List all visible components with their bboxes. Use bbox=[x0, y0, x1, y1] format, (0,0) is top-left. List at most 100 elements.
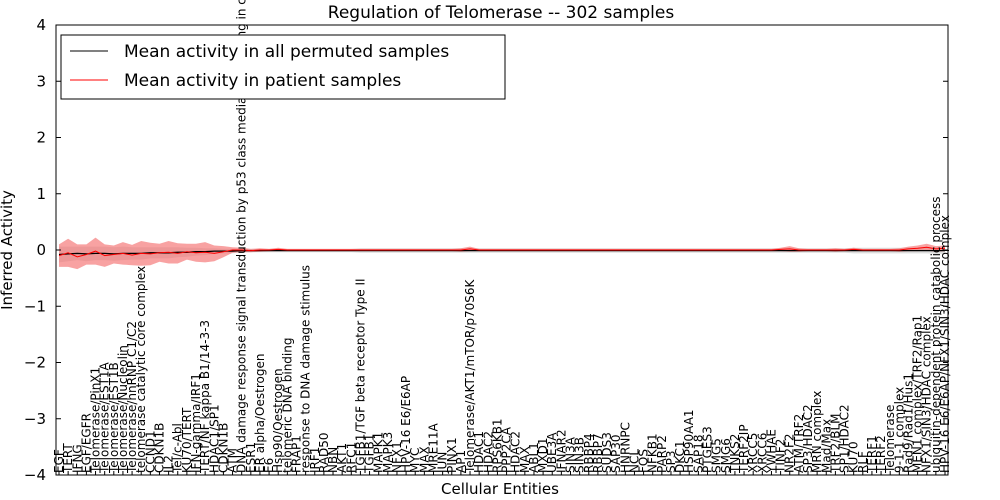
x-tick-label: DKC1 bbox=[673, 441, 687, 473]
x-tick-label: UBE3A bbox=[545, 432, 559, 473]
x-tick-label: MRE11A bbox=[427, 422, 441, 473]
x-tick-label: PINX1 bbox=[445, 437, 459, 473]
x-tick-label: RBBP7 bbox=[591, 433, 605, 473]
x-tick-label: TINF2 bbox=[774, 439, 788, 474]
legend-label-permuted: Mean activity in all permuted samples bbox=[124, 42, 449, 62]
x-tick-label: IFN-gamma/IRF1 bbox=[189, 373, 203, 473]
x-tick-label: HDAC2 bbox=[481, 431, 495, 473]
x-tick-label: MRN complex bbox=[810, 391, 824, 473]
x-tick-label: AP1 bbox=[454, 450, 468, 473]
x-tick-label: SMG5 bbox=[710, 438, 724, 473]
x-tick-label: SAP30 bbox=[609, 434, 623, 473]
x-tick-label: Telomerase bbox=[883, 405, 897, 474]
x-tick-label: RBBP4 bbox=[582, 433, 596, 473]
x-tick-label: NCL bbox=[627, 449, 641, 473]
x-tick-label: HPV-16 E6/E6AP bbox=[399, 376, 413, 473]
y-axis: 4 3 2 1 0 −1 −2 −3 −4 bbox=[24, 16, 948, 484]
x-tick-label: Tel/c-Abl bbox=[171, 423, 185, 474]
x-tick-label: Telomerase/Nucleolin bbox=[116, 345, 130, 474]
x-tick-label: HDAC2 bbox=[509, 431, 523, 473]
y-tick-label: 2 bbox=[36, 129, 46, 147]
y-axis-title: Inferred Activity bbox=[0, 190, 16, 310]
x-tick-label: 9-1-1 complex bbox=[892, 387, 906, 473]
x-tick-label: Mad/Max bbox=[819, 419, 833, 473]
x-tick-label: Telomerase/PinX1 bbox=[89, 367, 103, 474]
y-tick-label: −1 bbox=[24, 297, 46, 315]
y-tick-label: 4 bbox=[36, 16, 46, 34]
x-tick-label: IL2 bbox=[162, 455, 176, 473]
x-tick-label: TERT/NF kappa B1/14-3-3 bbox=[198, 320, 212, 474]
x-tick-label: TERF1 bbox=[865, 435, 879, 474]
y-tick-label: 3 bbox=[36, 72, 46, 90]
plot-area bbox=[58, 237, 946, 270]
x-tick-label: HDAC1/SP1 bbox=[207, 404, 221, 473]
x-tick-label: RFC1 bbox=[344, 442, 358, 473]
y-tick-label: 0 bbox=[36, 241, 46, 259]
x-tick-label: ABL1 bbox=[527, 442, 541, 473]
x-tick-label: SAP18 bbox=[691, 434, 705, 473]
x-tick-label: HPV-16 E6/E6AP/NFX1/SIN3/HDAC complex bbox=[938, 215, 952, 473]
x-tick-label: NFX1 bbox=[390, 441, 404, 473]
x-tick-label: PPP2CA bbox=[500, 426, 514, 473]
x-tick-label: SP3 bbox=[664, 451, 678, 474]
line-series-1 bbox=[58, 246, 946, 258]
x-tick-label: MYC bbox=[408, 448, 422, 473]
x-tick-label: MAPK3 bbox=[381, 432, 395, 473]
x-tick-label: TERF2 bbox=[874, 435, 888, 474]
y-tick-label: 1 bbox=[36, 185, 46, 203]
x-tick-label: EGF/EGFR bbox=[79, 413, 93, 473]
x-tick-label: response to DNA damage stimulus bbox=[299, 265, 313, 473]
x-tick-label: E6 bbox=[262, 458, 276, 473]
x-tick-label: Telomerase/EST1A bbox=[98, 361, 112, 474]
y-tick-label: −2 bbox=[24, 354, 46, 372]
entity-labels: EGFTERTIFNGEGF/EGFRTelomerase/PinX1Telom… bbox=[52, 0, 952, 475]
x-tick-label: SIN3B bbox=[573, 437, 587, 473]
x-tick-label: SP3/HDAC2 bbox=[801, 404, 815, 473]
x-tick-label: PTGES3 bbox=[701, 426, 715, 473]
x-tick-label: MEN1 complex/TRF2/Rap1 bbox=[911, 315, 925, 473]
x-tick-label: MAX bbox=[518, 446, 532, 473]
x-tick-label: SUDS3 bbox=[600, 432, 614, 473]
x-tick-label: ER alpha/Oestrogen bbox=[253, 354, 267, 473]
x-tick-label: TERF2IP bbox=[737, 424, 751, 474]
x-tick-label: MXD1 bbox=[536, 438, 550, 473]
x-tick-label: TRF2/BLM bbox=[828, 413, 842, 474]
x-tick-label: JUN bbox=[436, 452, 450, 474]
x-tick-label: ATM bbox=[226, 448, 240, 473]
legend: Mean activity in all permuted samples Me… bbox=[60, 34, 506, 100]
x-tick-label: KU70/TERT bbox=[180, 407, 194, 473]
x-tick-label: KU70 bbox=[847, 441, 861, 473]
x-tick-label: RPS6KB1 bbox=[490, 418, 504, 473]
x-tick-label: telomeric DNA binding bbox=[280, 338, 294, 474]
x-tick-label: MAX bbox=[417, 446, 431, 473]
x-tick-label: Telomerase/hnRNP C1/C2 bbox=[125, 321, 139, 474]
x-tick-label: NFX1/SIN3/HDAC complex bbox=[920, 316, 934, 473]
x-tick-label: NBN bbox=[326, 447, 340, 473]
x-tick-label: CDKN1B bbox=[153, 423, 167, 473]
x-tick-label: TERT bbox=[61, 443, 75, 474]
x-tick-label: EGF bbox=[52, 449, 66, 473]
x-tick-label: XRCC5 bbox=[746, 433, 760, 473]
x-tick-label: FOS bbox=[637, 449, 651, 473]
x-tick-label: HNRNPC bbox=[618, 422, 632, 473]
x-tick-label: IFNG bbox=[70, 444, 84, 473]
x-tick-label: FRAP1 bbox=[290, 435, 304, 473]
y-tick-label: −3 bbox=[24, 410, 46, 428]
x-tick-label: ESR1 bbox=[244, 442, 258, 473]
x-tick-label: CDKN1B bbox=[216, 423, 230, 473]
band-series-1 bbox=[59, 237, 945, 270]
x-tick-label: SP1/HDAC2 bbox=[838, 404, 852, 473]
x-tick-label: telomerase catalytic core complex bbox=[134, 266, 148, 473]
x-tick-label: RLF bbox=[856, 451, 870, 473]
x-tick-label: HSP90AA1 bbox=[682, 409, 696, 473]
x-tick-label: DNA damage response signal transduction … bbox=[235, 0, 249, 473]
x-tick-label: SMG6 bbox=[719, 438, 733, 473]
chart-title: Regulation of Telomerase -- 302 samples bbox=[328, 3, 675, 23]
x-tick-label: Telomerase/EST1B bbox=[107, 362, 121, 474]
x-tick-label: ATM/TRF2 bbox=[792, 414, 806, 473]
x-tick-label: RAD50 bbox=[317, 432, 331, 473]
x-tick-label: IFNAR2 bbox=[554, 429, 568, 473]
x-tick-label: MAPK1 bbox=[372, 432, 386, 473]
legend-label-patient: Mean activity in patient samples bbox=[124, 71, 401, 91]
